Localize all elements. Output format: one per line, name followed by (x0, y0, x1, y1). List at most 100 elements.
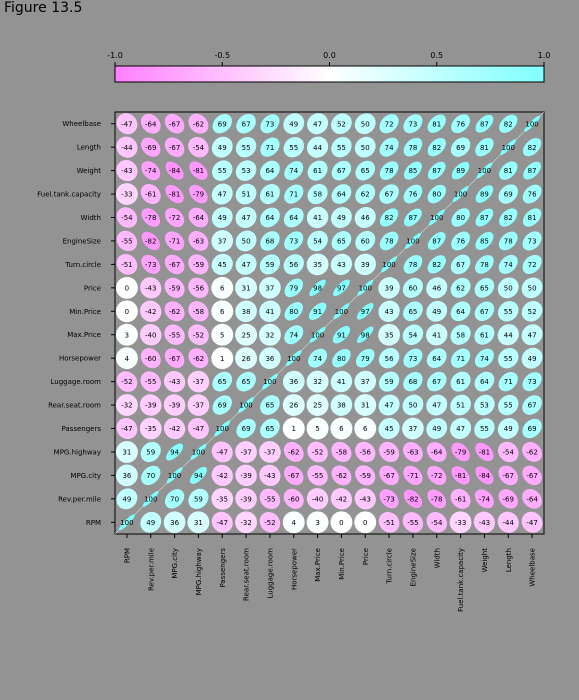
cell-value-label: 74 (289, 331, 298, 339)
y-tick-label: Max.Price (67, 331, 101, 339)
cell-value-label: 55 (242, 144, 251, 152)
cell-ellipse (141, 137, 161, 157)
cell-ellipse (378, 323, 400, 346)
cell-ellipse (115, 323, 138, 346)
cell-value-label: 82 (432, 144, 441, 152)
cell-value-label: 37 (218, 238, 227, 246)
cell-value-label: 91 (313, 308, 322, 316)
cell-value-label: 26 (242, 355, 251, 363)
cell-value-label: 32 (313, 378, 322, 386)
cell-ellipse (211, 207, 233, 228)
cell-ellipse (450, 348, 471, 368)
cell-ellipse (115, 347, 138, 370)
cell-ellipse (522, 208, 542, 227)
cell-ellipse (118, 514, 135, 531)
cell-value-label: 31 (194, 519, 203, 527)
cell-value-label: -72 (169, 214, 180, 222)
cell-ellipse (211, 276, 234, 299)
cell-ellipse (140, 323, 162, 346)
cell-ellipse (379, 161, 399, 180)
x-tick-label: Horsepower (290, 548, 298, 590)
colorkey-tick-label: -1.0 (107, 51, 123, 60)
cell-value-label: -64 (526, 495, 538, 503)
cell-ellipse (164, 231, 185, 251)
cell-value-label: 65 (337, 238, 346, 246)
cell-value-label: -37 (240, 449, 251, 457)
cell-ellipse (140, 113, 161, 134)
cell-value-label: -62 (193, 355, 204, 363)
cell-value-label: 100 (430, 214, 443, 222)
cell-value-label: 6 (220, 308, 225, 316)
cell-value-label: -43 (360, 495, 371, 503)
cell-value-label: 100 (478, 167, 491, 175)
colorkey-tick-label: 0.0 (323, 51, 336, 60)
cell-value-label: 6 (339, 425, 344, 433)
cell-value-label: -78 (145, 214, 156, 222)
y-tick-label: Passengers (61, 425, 101, 433)
cell-value-label: 64 (289, 214, 298, 222)
cell-value-label: 5 (220, 331, 224, 339)
cell-value-label: 49 (146, 519, 155, 527)
cell-value-label: -61 (455, 495, 466, 503)
cell-value-label: 59 (265, 261, 274, 269)
cell-ellipse (330, 511, 353, 534)
cell-ellipse (211, 511, 233, 533)
cell-ellipse (450, 254, 471, 275)
cell-value-label: 73 (408, 355, 417, 363)
cell-value-label: 62 (361, 191, 370, 199)
cell-value-label: 100 (120, 519, 133, 527)
cell-value-label: 64 (337, 191, 346, 199)
x-tick-label: Min.Price (338, 548, 346, 580)
cell-value-label: 94 (194, 472, 203, 480)
cell-ellipse (331, 160, 352, 181)
cell-value-label: 85 (408, 167, 417, 175)
cell-ellipse (450, 394, 471, 416)
cell-value-label: 0 (125, 284, 129, 292)
cell-ellipse (190, 443, 207, 460)
cell-ellipse (521, 277, 543, 299)
cell-ellipse (283, 488, 304, 509)
cell-ellipse (261, 373, 278, 390)
cell-ellipse (498, 347, 519, 369)
cell-ellipse (306, 136, 329, 158)
cell-value-label: 78 (480, 261, 489, 269)
y-tick-label: Weight (77, 167, 102, 175)
cell-value-label: -43 (264, 472, 275, 480)
cell-value-label: 49 (122, 495, 131, 503)
cell-ellipse (355, 441, 376, 463)
cell-ellipse (402, 442, 423, 462)
cell-ellipse (211, 487, 234, 510)
cell-value-label: 35 (313, 261, 322, 269)
cell-value-label: 50 (504, 284, 513, 292)
cell-value-label: 35 (385, 331, 394, 339)
cell-value-label: 64 (456, 308, 465, 316)
cell-value-label: 4 (125, 355, 130, 363)
cell-value-label: 78 (385, 167, 394, 175)
cell-value-label: 73 (528, 378, 537, 386)
cell-value-label: 89 (456, 167, 465, 175)
cell-value-label: 72 (528, 261, 537, 269)
cell-value-label: 61 (313, 167, 322, 175)
cell-value-label: 69 (218, 120, 227, 128)
cell-ellipse (330, 394, 353, 416)
cell-ellipse (330, 370, 353, 393)
cell-ellipse (235, 230, 257, 252)
cell-ellipse (450, 324, 471, 345)
cell-ellipse (188, 207, 209, 228)
cell-ellipse (331, 113, 352, 135)
cell-value-label: -39 (240, 495, 251, 503)
cell-ellipse (307, 441, 328, 463)
cell-value-label: 44 (504, 331, 513, 339)
cell-value-label: 69 (242, 425, 251, 433)
cell-ellipse (522, 465, 542, 486)
cell-value-label: -84 (169, 167, 181, 175)
cell-ellipse (403, 301, 423, 322)
cell-value-label: 46 (361, 214, 370, 222)
cell-ellipse (259, 441, 281, 463)
cell-value-label: -81 (169, 191, 180, 199)
cell-ellipse (354, 136, 376, 158)
cell-value-label: 43 (385, 308, 394, 316)
cell-ellipse (524, 115, 541, 132)
cell-ellipse (285, 350, 302, 367)
cell-ellipse (354, 511, 377, 534)
